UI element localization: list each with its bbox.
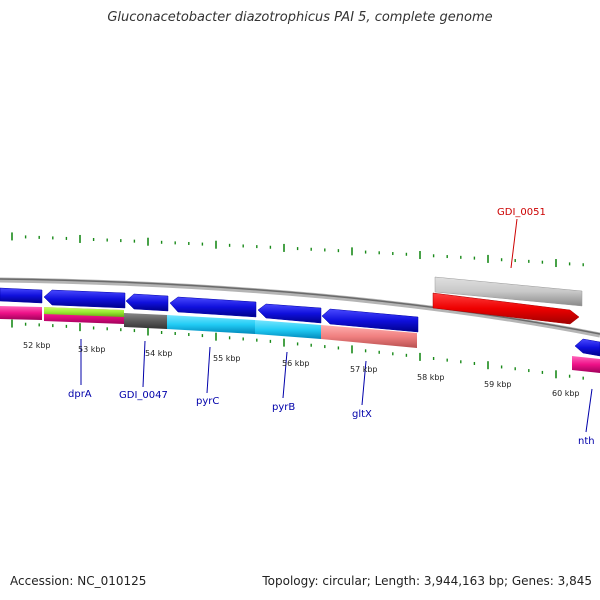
- gene-label-GDI_0047[interactable]: GDI_0047: [119, 390, 168, 401]
- gene-feature-shadow: [434, 276, 583, 307]
- cog-band-segment: [572, 356, 600, 373]
- bottom-tick-track: [11, 319, 584, 380]
- GDI_0051-leader-line: [510, 218, 518, 269]
- genome-backbone: [0, 277, 600, 338]
- gene-label-GDI_0051[interactable]: GDI_0051: [497, 207, 546, 218]
- genome-title: Gluconacetobacter diazotrophicus PAI 5, …: [107, 10, 493, 25]
- kbp-label-56: 56 kbp: [282, 359, 310, 368]
- gene-label-pyrB[interactable]: pyrB: [272, 402, 295, 413]
- genome-backbone-edge: [0, 278, 600, 335]
- gene-feature-reverse: [125, 293, 169, 312]
- gene-feature-reverse: [257, 303, 322, 324]
- kbp-label-57: 57 kbp: [350, 365, 378, 374]
- GDI_0047-leader-line: [142, 340, 146, 388]
- gene-label-nth[interactable]: nth: [578, 436, 595, 447]
- gene-feature-reverse: [321, 308, 419, 333]
- gene-label-dprA[interactable]: dprA: [68, 389, 92, 400]
- cog-band-segment: [0, 306, 42, 320]
- gltX-leader-line: [361, 360, 367, 406]
- pyrB-leader-line: [282, 351, 288, 399]
- gene-label-pyrC[interactable]: pyrC: [196, 396, 219, 407]
- cog-band-segment: [255, 320, 321, 339]
- kbp-label-60: 60 kbp: [552, 389, 580, 398]
- kbp-label-59: 59 kbp: [484, 380, 512, 389]
- cog-band-segment: [44, 307, 124, 317]
- gene-feature-reverse: [574, 338, 600, 357]
- accession-text: Accession: NC_010125: [10, 574, 147, 588]
- pyrC-leader-line: [206, 346, 211, 394]
- kbp-label-58: 58 kbp: [417, 373, 445, 382]
- kbp-label-53: 53 kbp: [78, 345, 106, 354]
- gene-label-gltX[interactable]: gltX: [352, 409, 372, 420]
- gene-feature-forward: [432, 292, 580, 325]
- top-tick-track: [11, 232, 584, 268]
- kbp-label-55: 55 kbp: [213, 354, 241, 363]
- cog-band-segment: [321, 325, 417, 348]
- kbp-label-54: 54 kbp: [145, 349, 173, 358]
- gene-feature-reverse: [169, 296, 257, 318]
- cog-band-segment: [167, 315, 255, 334]
- nth-leader-line: [585, 388, 593, 433]
- genome-summary-text: Topology: circular; Length: 3,944,163 bp…: [262, 574, 592, 588]
- kbp-label-52: 52 kbp: [23, 341, 51, 350]
- gene-feature-reverse: [43, 289, 126, 309]
- cog-band-segment: [124, 313, 167, 329]
- gene-feature-reverse: [0, 287, 43, 304]
